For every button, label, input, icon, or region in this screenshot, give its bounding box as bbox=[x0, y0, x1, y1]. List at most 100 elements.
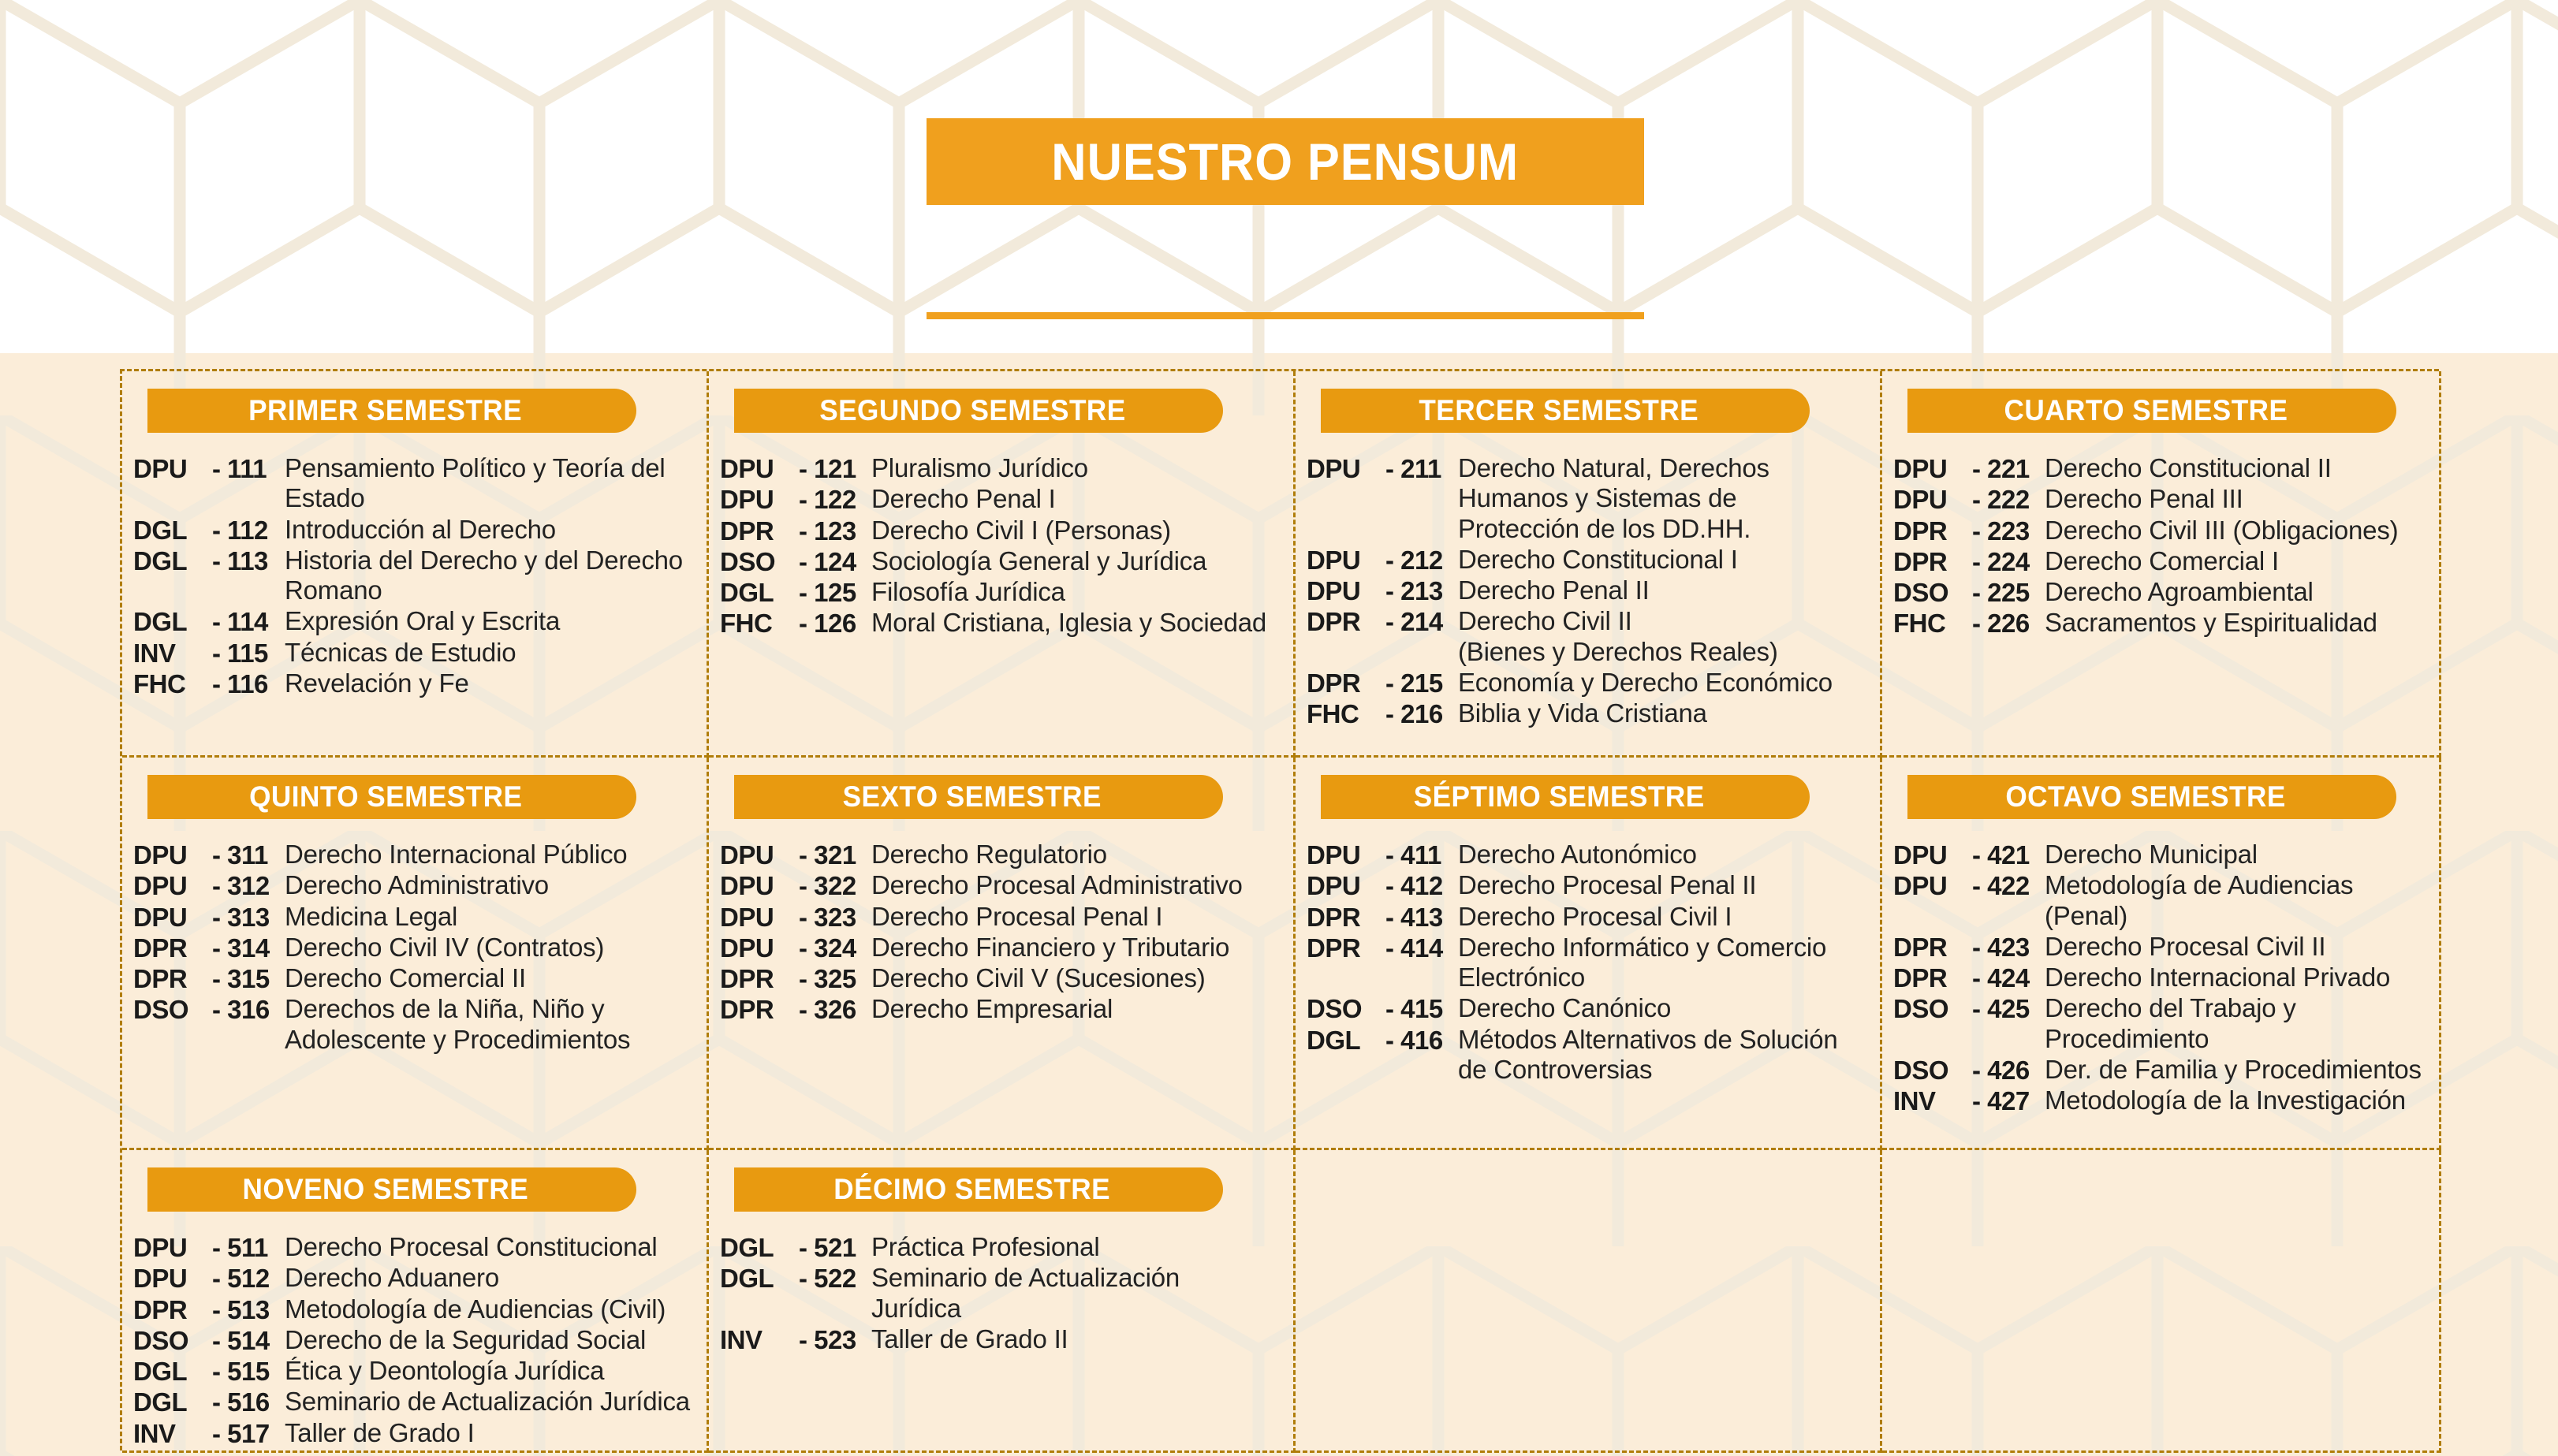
course-number: - 116 bbox=[212, 668, 268, 698]
course-row[interactable]: DPU - 321 Derecho Regulatorio bbox=[720, 840, 1288, 870]
semester-cell-empty bbox=[1296, 1150, 1882, 1453]
semester-header-pill-segundo[interactable]: SEGUNDO SEMESTRE bbox=[734, 389, 1223, 433]
semester-header-pill-primer[interactable]: PRIMER SEMESTRE bbox=[147, 389, 636, 433]
course-number: - 325 bbox=[799, 964, 856, 994]
semester-header-pill-sexto[interactable]: SEXTO SEMESTRE bbox=[734, 775, 1223, 819]
course-row[interactable]: DPU - 511 Derecho Procesal Constitucional bbox=[133, 1232, 702, 1262]
course-number: - 514 bbox=[212, 1325, 270, 1355]
course-row[interactable]: DPR - 215 Economía y Derecho Económico bbox=[1307, 668, 1875, 698]
course-number: - 215 bbox=[1385, 668, 1443, 698]
course-row[interactable]: DGL - 416 Métodos Alternativos de Solución… bbox=[1307, 1025, 1875, 1085]
semester-header-pill-quinto[interactable]: QUINTO SEMESTRE bbox=[147, 775, 636, 819]
course-row[interactable]: FHC - 226 Sacramentos y Espiritualidad bbox=[1893, 608, 2434, 638]
course-row[interactable]: DSO - 425 Derecho del Trabajo y Procedimie… bbox=[1893, 993, 2434, 1054]
semester-header-pill-noveno[interactable]: NOVENO SEMESTRE bbox=[147, 1167, 636, 1212]
semester-header-pill-cuarto[interactable]: CUARTO SEMESTRE bbox=[1907, 389, 2396, 433]
semester-cell-decimo: DÉCIMO SEMESTRE DGL - 521 Práctica Profesio… bbox=[709, 1150, 1296, 1453]
semester-title: SÉPTIMO SEMESTRE bbox=[1413, 780, 1705, 813]
course-row[interactable]: DPU - 221 Derecho Constitucional II bbox=[1893, 453, 2434, 483]
course-number: - 426 bbox=[1972, 1055, 2030, 1085]
course-row[interactable]: DPR - 223 Derecho Civil III (Obligaciones) bbox=[1893, 516, 2434, 546]
course-row[interactable]: DSO - 124 Sociología General y Jurídica bbox=[720, 546, 1288, 576]
course-row[interactable]: DPU - 122 Derecho Penal I bbox=[720, 484, 1288, 514]
course-row[interactable]: DPR - 315 Derecho Comercial II bbox=[133, 963, 702, 993]
course-code: DPU bbox=[133, 1233, 188, 1262]
course-row[interactable]: DPU - 422 Metodología de Audiencias (Penal… bbox=[1893, 870, 2434, 931]
course-row[interactable]: DPU - 213 Derecho Penal II bbox=[1307, 575, 1875, 605]
course-row[interactable]: DPR - 314 Derecho Civil IV (Contratos) bbox=[133, 933, 702, 963]
course-name: Derecho del Trabajo y Procedimiento bbox=[2045, 993, 2296, 1053]
course-code: INV bbox=[1893, 1086, 1936, 1116]
course-row[interactable]: INV - 517 Taller de Grado I bbox=[133, 1418, 702, 1448]
course-row[interactable]: DPU - 412 Derecho Procesal Penal II bbox=[1307, 870, 1875, 900]
course-name: Sociología General y Jurídica bbox=[871, 546, 1207, 575]
course-number: - 414 bbox=[1385, 933, 1443, 963]
course-row[interactable]: DGL - 114 Expresión Oral y Escrita bbox=[133, 606, 702, 636]
course-row[interactable]: INV - 427 Metodología de la Investigación bbox=[1893, 1085, 2434, 1115]
course-row[interactable]: DPR - 224 Derecho Comercial I bbox=[1893, 546, 2434, 576]
course-row[interactable]: DPU - 323 Derecho Procesal Penal I bbox=[720, 902, 1288, 932]
course-row[interactable]: DPU - 212 Derecho Constitucional I bbox=[1307, 545, 1875, 575]
course-row[interactable]: DPU - 222 Derecho Penal III bbox=[1893, 484, 2434, 514]
semester-cell-tercer: TERCER SEMESTRE DPU - 211 Derecho Natural, … bbox=[1296, 371, 1882, 758]
course-row[interactable]: DGL - 113 Historia del Derecho y del Derec… bbox=[133, 546, 702, 606]
course-row[interactable]: DPR - 214 Derecho Civil II (Bienes y Derec… bbox=[1307, 606, 1875, 667]
course-code: DSO bbox=[1307, 994, 1363, 1024]
course-name: Derecho Empresarial bbox=[871, 994, 1113, 1024]
course-number: - 413 bbox=[1385, 902, 1443, 932]
course-row[interactable]: DPR - 325 Derecho Civil V (Sucesiones) bbox=[720, 963, 1288, 993]
course-row[interactable]: FHC - 126 Moral Cristiana, Iglesia y Socie… bbox=[720, 608, 1288, 638]
course-row[interactable]: DSO - 225 Derecho Agroambiental bbox=[1893, 577, 2434, 607]
course-row[interactable]: FHC - 216 Biblia y Vida Cristiana bbox=[1307, 698, 1875, 728]
course-row[interactable]: DPU - 313 Medicina Legal bbox=[133, 902, 702, 932]
course-row[interactable]: DPU - 312 Derecho Administrativo bbox=[133, 870, 702, 900]
course-number: - 423 bbox=[1972, 932, 2030, 962]
course-name: Derecho Civil II (Bienes y Derechos Real… bbox=[1458, 606, 1778, 666]
course-row[interactable]: DPU - 311 Derecho Internacional Público bbox=[133, 840, 702, 870]
course-name: Derecho Comercial I bbox=[2045, 546, 2279, 575]
course-row[interactable]: DSO - 426 Der. de Familia y Procedimientos bbox=[1893, 1055, 2434, 1085]
course-row[interactable]: DGL - 516 Seminario de Actualización Juríd… bbox=[133, 1387, 702, 1417]
course-row[interactable]: DGL - 522 Seminario de Actualización Juríd… bbox=[720, 1263, 1288, 1324]
course-code: DPR bbox=[1893, 932, 1948, 962]
course-name: Derecho Procesal Civil I bbox=[1458, 901, 1732, 931]
course-row[interactable]: DPR - 423 Derecho Procesal Civil II bbox=[1893, 932, 2434, 962]
course-row[interactable]: DPU - 111 Pensamiento Político y Teoría de… bbox=[133, 453, 702, 514]
course-row[interactable]: FHC - 116 Revelación y Fe bbox=[133, 668, 702, 698]
course-row[interactable]: DPU - 421 Derecho Municipal bbox=[1893, 840, 2434, 870]
semester-cell-sexto: SEXTO SEMESTRE DPU - 321 Derecho Regulatori… bbox=[709, 758, 1296, 1150]
course-row[interactable]: DPR - 326 Derecho Empresarial bbox=[720, 994, 1288, 1024]
course-row[interactable]: DPR - 413 Derecho Procesal Civil I bbox=[1307, 902, 1875, 932]
course-row[interactable]: DSO - 514 Derecho de la Seguridad Social bbox=[133, 1325, 702, 1355]
semester-header-pill-octavo[interactable]: OCTAVO SEMESTRE bbox=[1907, 775, 2396, 819]
course-row[interactable]: DPU - 211 Derecho Natural, Derechos Humano… bbox=[1307, 453, 1875, 544]
course-row[interactable]: DPU - 322 Derecho Procesal Administrativo bbox=[720, 870, 1288, 900]
course-row[interactable]: DPR - 414 Derecho Informático y Comercio E… bbox=[1307, 933, 1875, 993]
course-code: DPR bbox=[720, 995, 774, 1025]
semester-header-pill-tercer[interactable]: TERCER SEMESTRE bbox=[1321, 389, 1810, 433]
course-row[interactable]: DGL - 125 Filosofía Jurídica bbox=[720, 577, 1288, 607]
course-row[interactable]: INV - 115 Técnicas de Estudio bbox=[133, 638, 702, 668]
course-row[interactable]: DPR - 513 Metodología de Audiencias (Civil… bbox=[133, 1294, 702, 1324]
course-code: DGL bbox=[720, 1233, 774, 1262]
course-row[interactable]: DGL - 521 Práctica Profesional bbox=[720, 1232, 1288, 1262]
course-code: DPU bbox=[1893, 840, 1948, 870]
course-row[interactable]: DPU - 121 Pluralismo Jurídico bbox=[720, 453, 1288, 483]
course-row[interactable]: DSO - 316 Derechos de la Niña, Niño y Adol… bbox=[133, 994, 702, 1055]
course-number: - 521 bbox=[799, 1233, 856, 1262]
course-row[interactable]: DPU - 512 Derecho Aduanero bbox=[133, 1263, 702, 1293]
course-name: Derecho Administrativo bbox=[285, 870, 549, 900]
semester-header-pill-decimo[interactable]: DÉCIMO SEMESTRE bbox=[734, 1167, 1223, 1212]
course-row[interactable]: DPU - 411 Derecho Autonómico bbox=[1307, 840, 1875, 870]
semester-header-pill-septimo[interactable]: SÉPTIMO SEMESTRE bbox=[1321, 775, 1810, 819]
course-code: DPR bbox=[1893, 963, 1948, 993]
course-row[interactable]: DPR - 424 Derecho Internacional Privado bbox=[1893, 963, 2434, 992]
course-row[interactable]: DGL - 112 Introducción al Derecho bbox=[133, 515, 702, 545]
course-row[interactable]: DGL - 515 Ética y Deontología Jurídica bbox=[133, 1356, 702, 1386]
course-code: DPR bbox=[1893, 546, 1948, 576]
course-row[interactable]: INV - 523 Taller de Grado II bbox=[720, 1324, 1288, 1354]
course-row[interactable]: DPU - 324 Derecho Financiero y Tributario bbox=[720, 933, 1288, 963]
course-row[interactable]: DSO - 415 Derecho Canónico bbox=[1307, 993, 1875, 1023]
course-code: DPR bbox=[1307, 607, 1361, 637]
course-row[interactable]: DPR - 123 Derecho Civil I (Personas) bbox=[720, 516, 1288, 546]
